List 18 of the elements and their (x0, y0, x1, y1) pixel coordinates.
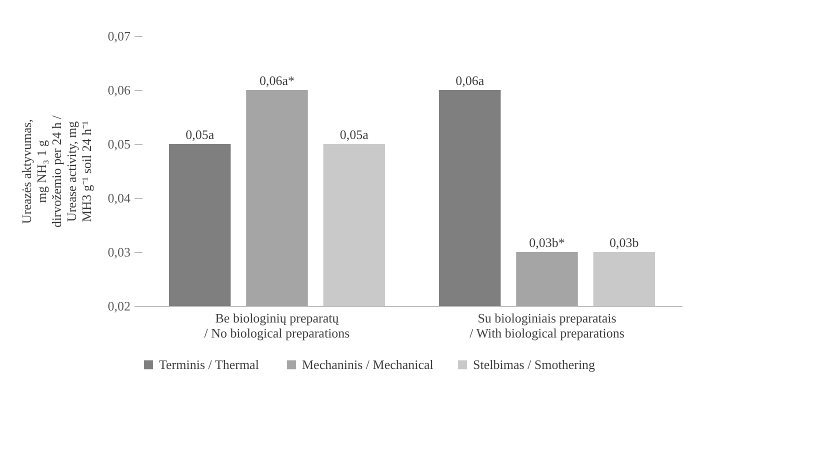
y-tick-label: 0,06 (108, 82, 131, 98)
data-label: 0,03b (610, 235, 639, 250)
y-tick-label: 0,02 (108, 298, 130, 314)
y-tick-label: 0,05 (108, 136, 130, 152)
x-tick-label: Be biologinių preparatų / No biological preparations (204, 310, 350, 340)
data-label: 0,05a (340, 127, 369, 142)
data-label: 0,06a (456, 73, 484, 88)
data-label: 0,03b* (529, 235, 565, 250)
y-axis-title: Ureazės aktyvumas, mg NH₃ 1 g dirvožemio per 24 h / Urease activity, mg MH3 g⁻¹ soil 24 h⁻¹ (18, 115, 94, 228)
y-tick-label: 0,04 (108, 190, 131, 206)
legend-label: Terminis / Thermal (159, 356, 260, 372)
legend-label: Stelbimas / Smothering (473, 356, 596, 372)
data-label: 0,05a (186, 127, 214, 142)
y-tick-label: 0,07 (108, 28, 131, 44)
x-tick-label: Su biologiniais preparatais / With biological preparations (470, 310, 624, 340)
legend-label: Mechaninis / Mechanical (302, 356, 434, 372)
y-tick-label: 0,03 (108, 244, 130, 260)
data-label: 0,06a* (259, 73, 295, 88)
